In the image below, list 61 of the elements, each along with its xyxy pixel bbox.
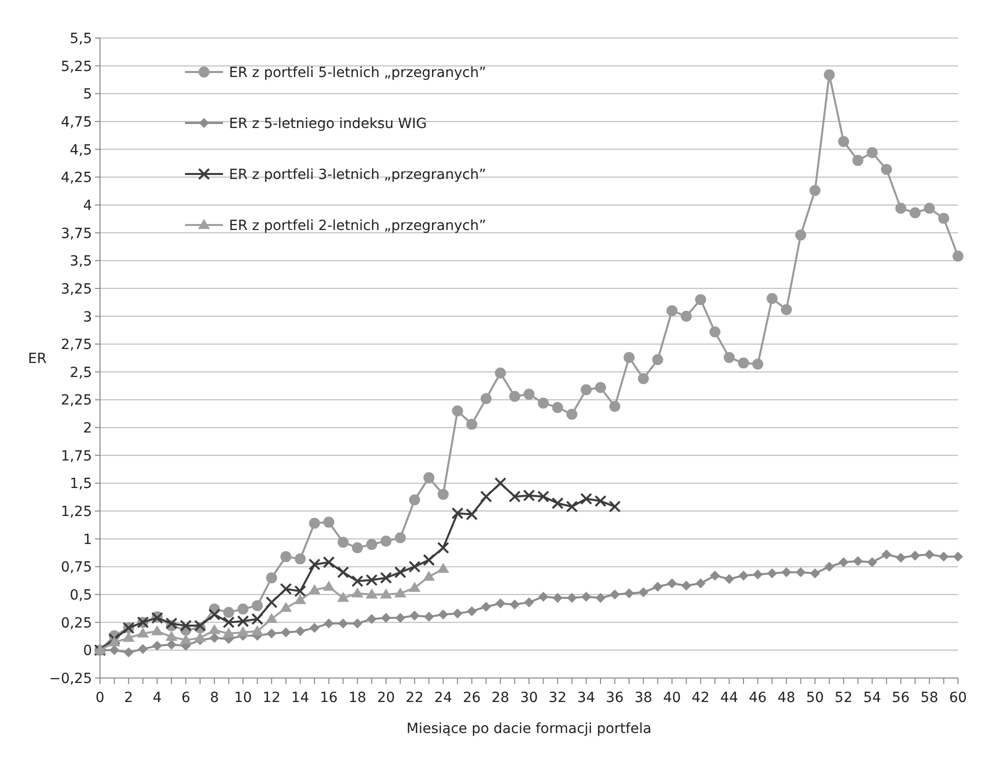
x-tick-label: 32: [548, 690, 567, 706]
x-tick-label: 2: [124, 690, 134, 706]
y-tick-label: 1,25: [60, 504, 92, 520]
x-tick-label: 54: [863, 690, 882, 706]
x-tick-label: 20: [377, 690, 395, 706]
x-tick-label: 6: [181, 690, 190, 706]
y-tick-label: 4,25: [60, 170, 92, 186]
x-tick-label: 30: [520, 690, 538, 706]
x-tick-label: 48: [777, 690, 796, 706]
y-tick-label: −0,25: [49, 671, 92, 687]
y-tick-label: 3,75: [60, 226, 92, 242]
x-tick-label: 28: [491, 690, 510, 706]
y-tick-label: 3,5: [70, 254, 92, 270]
x-tick-label: 46: [748, 690, 767, 706]
y-tick-label: 2,25: [60, 392, 92, 409]
legend-label: ER z portfeli 2-letnich „przegranych”: [229, 218, 486, 234]
y-tick-label: 3: [83, 309, 92, 326]
x-tick-label: 0: [96, 690, 104, 706]
x-tick-label: 44: [720, 690, 738, 706]
x-tick-label: 4: [152, 690, 162, 706]
x-tick-label: 8: [210, 690, 219, 706]
y-tick-label: 0,5: [70, 588, 92, 604]
y-tick-label: 4: [83, 198, 92, 214]
x-tick-label: 12: [262, 690, 281, 706]
y-tick-label: 3,25: [60, 281, 92, 298]
y-tick-label: 5: [83, 86, 92, 103]
y-tick-label: 5,5: [70, 31, 92, 47]
y-tick-label: 5,25: [60, 58, 92, 75]
x-tick-label: 34: [577, 690, 596, 706]
y-tick-label: 2,75: [60, 337, 92, 354]
x-tick-label: 38: [634, 690, 652, 706]
y-tick-label: 0,25: [60, 615, 92, 632]
x-tick-label: 60: [949, 690, 967, 706]
x-tick-label: 22: [406, 690, 424, 706]
x-tick-label: 42: [692, 690, 710, 706]
x-tick-label: 36: [606, 690, 624, 706]
x-tick-label: 14: [291, 690, 310, 706]
legend-label: ER z portfeli 5-letnich „przegranych”: [229, 65, 486, 81]
y-tick-label: 0,75: [60, 560, 92, 576]
x-tick-label: 18: [348, 690, 366, 706]
y-tick-label: 2,5: [70, 364, 92, 381]
x-tick-label: 58: [920, 690, 938, 706]
y-tick-label: 2: [83, 420, 92, 437]
y-tick-label: 1,5: [70, 476, 92, 492]
y-tick-label: 0: [83, 643, 92, 660]
legend-label: ER z 5-letniego indeksu WIG: [229, 116, 427, 132]
y-tick-label: 1,75: [60, 448, 92, 464]
x-tick-label: 26: [462, 690, 481, 706]
x-tick-label: 16: [320, 690, 338, 706]
x-tick-label: 10: [234, 690, 252, 706]
x-tick-label: 24: [434, 690, 452, 706]
legend-label: ER z portfeli 3-letnich „przegranych”: [229, 167, 486, 183]
y-tick-label: 4,5: [70, 142, 92, 158]
y-axis-title: ER: [28, 351, 47, 367]
x-tick-label: 40: [663, 690, 681, 706]
y-tick-label: 1: [83, 532, 92, 548]
x-tick-label: 56: [892, 690, 910, 706]
x-axis-title: Miesiące po dacie formacji portfela: [406, 721, 652, 737]
x-tick-label: 52: [834, 690, 853, 706]
x-tick-label: 50: [806, 690, 824, 706]
y-tick-label: 4,75: [60, 114, 92, 130]
